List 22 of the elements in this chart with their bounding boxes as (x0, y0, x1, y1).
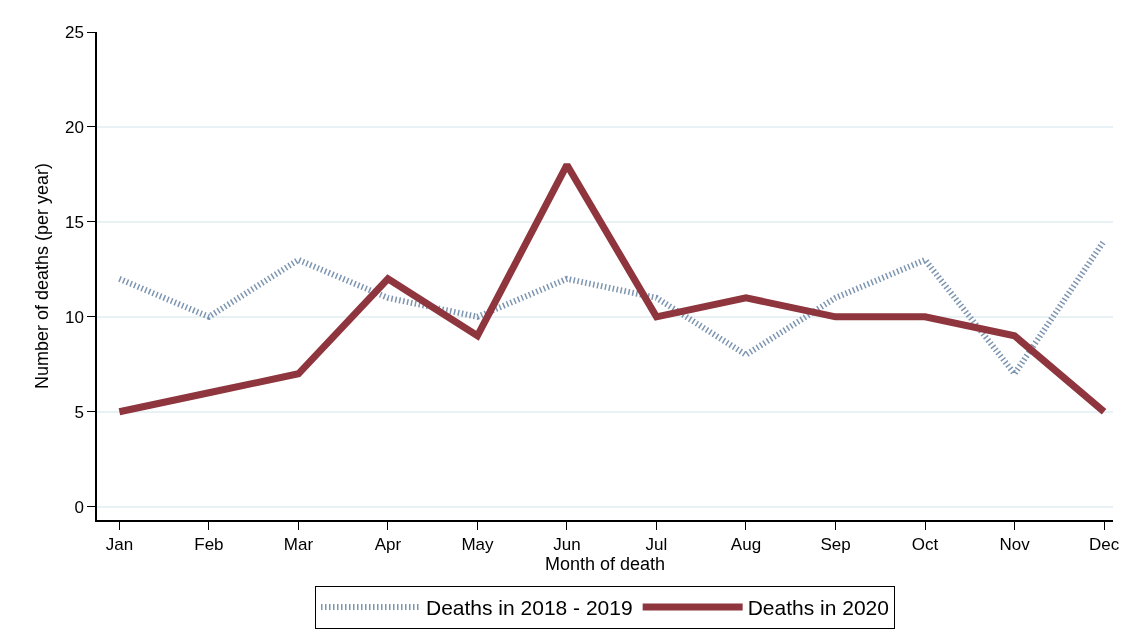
x-tick-label: Feb (194, 535, 224, 555)
y-tick-label: 5 (74, 402, 84, 422)
x-tick-label: Dec (1088, 535, 1120, 555)
x-tick-label: Oct (911, 535, 939, 555)
x-tick-label: Jun (553, 535, 581, 555)
y-tick-label: 0 (74, 497, 84, 517)
x-axis-title: Month of death (544, 554, 666, 575)
x-tick-label: May (461, 535, 494, 555)
x-tick-label: Sep (820, 535, 851, 555)
y-tick-label: 15 (64, 212, 84, 232)
y-tick-label: 20 (64, 117, 84, 137)
legend-label: Deaths in 2018 - 2019 (426, 596, 633, 620)
x-tick-label: Nov (999, 535, 1031, 555)
y-tick-label: 10 (64, 307, 84, 327)
x-tick-label: Jan (105, 535, 134, 555)
x-tick-label: Aug (730, 535, 762, 555)
x-tick-label: Jul (645, 535, 668, 555)
x-tick-label: Mar (283, 535, 314, 555)
y-tick-label: 25 (64, 22, 84, 42)
legend-label: Deaths in 2020 (747, 596, 889, 620)
y-axis-title: Number of deaths (per year) (31, 162, 52, 390)
x-tick-label: Apr (374, 535, 402, 555)
